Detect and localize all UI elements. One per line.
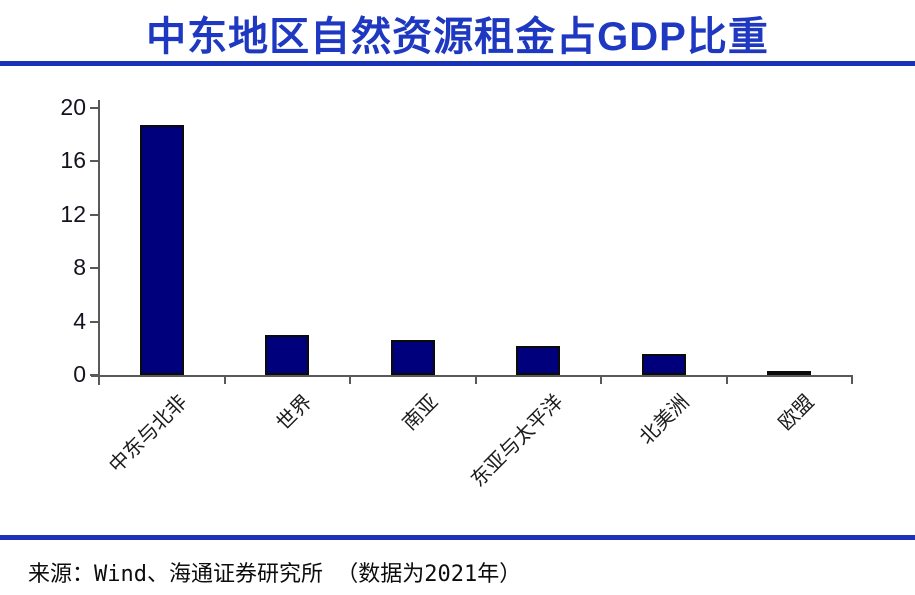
y-axis-line (98, 100, 100, 385)
y-axis-tick-label: 12 (60, 200, 86, 227)
x-axis-tick (223, 375, 226, 384)
bar-北美洲 (641, 353, 686, 375)
title-divider-rule (0, 61, 915, 66)
bar-欧盟 (767, 370, 812, 375)
x-axis-tick (349, 375, 351, 384)
y-axis-tick (90, 160, 99, 163)
x-category-label: 中东与北非 (105, 391, 192, 478)
bar-东亚与太平洋 (516, 345, 561, 375)
x-category-label: 南亚 (398, 391, 443, 435)
x-axis-tick (98, 375, 100, 384)
source-note: 来源：Wind、海通证券研究所 （数据为2021年） (28, 562, 522, 587)
x-axis-tick (725, 375, 728, 384)
x-category-label: 欧盟 (774, 391, 819, 435)
x-category-label: 世界 (272, 391, 317, 435)
footer-divider-rule (0, 535, 915, 540)
x-axis-tick (474, 375, 477, 384)
y-axis-tick (90, 374, 99, 376)
bar-中东与北非 (139, 125, 184, 375)
y-axis-tick (90, 320, 99, 323)
bar-chart: 0 4 8 12 16 20 中东与北非 世界 南亚 东亚与太平洋 北美洲 欧盟 (0, 70, 915, 530)
y-axis-tick (90, 213, 99, 216)
y-axis-tick-label: 20 (60, 94, 86, 120)
x-axis-tick (851, 375, 853, 384)
y-axis-tick (90, 107, 99, 109)
bar-南亚 (390, 340, 435, 375)
y-axis-tick (90, 267, 99, 270)
bar-世界 (265, 334, 310, 375)
x-axis-tick (600, 375, 602, 384)
y-axis-tick-label: 8 (73, 254, 86, 281)
chart-title: 中东地区自然资源租金占GDP比重 (146, 15, 769, 59)
y-axis-tick-label: 4 (73, 307, 86, 334)
x-category-label: 东亚与太平洋 (467, 391, 568, 492)
y-axis-tick-label: 16 (60, 147, 86, 174)
y-axis-tick-label: 0 (73, 361, 86, 387)
x-category-label: 北美洲 (635, 391, 694, 449)
x-axis-line (91, 375, 852, 377)
